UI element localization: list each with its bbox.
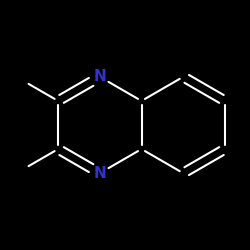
Text: N: N <box>94 166 106 181</box>
Text: N: N <box>94 69 106 84</box>
